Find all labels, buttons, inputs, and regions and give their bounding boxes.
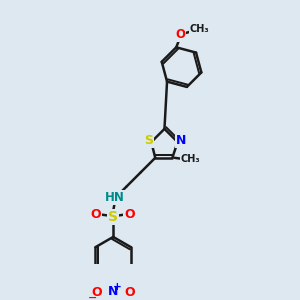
Text: +: + [113, 282, 122, 292]
Text: O: O [124, 208, 135, 221]
Text: CH₃: CH₃ [181, 154, 201, 164]
Text: S: S [108, 210, 118, 224]
Text: O: O [92, 286, 102, 299]
Text: S: S [144, 134, 153, 147]
Text: N: N [108, 285, 119, 298]
Text: O: O [175, 28, 185, 41]
Text: CH₃: CH₃ [189, 24, 209, 34]
Text: N: N [176, 134, 187, 147]
Text: HN: HN [105, 191, 125, 204]
Text: O: O [91, 208, 101, 221]
Text: −: − [88, 293, 97, 300]
Text: O: O [124, 286, 135, 299]
